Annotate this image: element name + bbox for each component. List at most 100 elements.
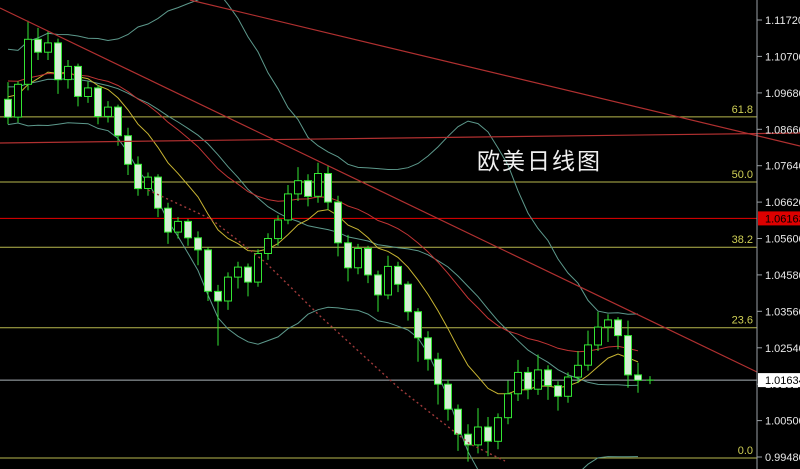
fib-label: 0.0 <box>738 445 753 457</box>
horizontal-levels <box>0 217 757 381</box>
axis-tick-label: 1.05600 <box>765 234 800 246</box>
bear-candle-body <box>334 201 342 244</box>
bear-candle-body <box>214 290 222 302</box>
indicator-lines <box>7 0 639 469</box>
bear-candle-body <box>554 385 562 397</box>
bear-candle-body <box>364 248 372 276</box>
bull-candle-body <box>494 417 502 442</box>
bear-candle-body <box>134 163 142 190</box>
bull-candle-body <box>514 371 522 395</box>
axis-tick-label: 0.99480 <box>765 452 800 464</box>
descending-trendline-upper[interactable] <box>189 0 800 147</box>
axis-tick-label: 1.04580 <box>765 270 800 282</box>
axis-tick-label: 1.07640 <box>765 161 800 173</box>
bear-candle-body <box>114 106 122 137</box>
bear-candle-body <box>324 173 332 203</box>
bear-candle-body <box>244 266 252 283</box>
bear-candle-body <box>164 207 172 233</box>
bear-candle-body <box>524 371 532 390</box>
bear-candle-body <box>424 337 432 360</box>
bear-candle-body <box>484 426 492 442</box>
bear-candle-body <box>184 220 192 239</box>
bull-candle-body <box>224 276 232 302</box>
bear-candle-body <box>194 237 202 251</box>
bull-candle-body <box>574 364 582 378</box>
bear-candle-body <box>124 135 132 165</box>
bull-candle-body <box>64 65 72 81</box>
bull-candle-body <box>564 376 572 397</box>
fib-label: 61.8 <box>732 104 753 116</box>
level-price-badge: 1.06163 <box>758 211 800 226</box>
fib-label: 50.0 <box>732 169 753 181</box>
axis-tick-label: 1.03560 <box>765 306 800 318</box>
bear-candle-body <box>454 408 462 435</box>
bull-candle-body <box>264 238 272 254</box>
axis-tick-label: 1.02540 <box>765 343 800 355</box>
chart-title: 欧美日线图 <box>477 148 602 174</box>
bull-candle-body <box>604 319 612 328</box>
axis-tick-label: 1.08660 <box>765 124 800 136</box>
bear-candle-body <box>444 383 452 410</box>
bear-candle-body <box>74 65 82 97</box>
bear-candle-body <box>434 358 442 385</box>
bull-candle-body <box>144 176 152 190</box>
bear-candle-body <box>34 38 42 53</box>
fibonacci-retracement: 61.8 50.0 38.2 23.6 0.0 <box>0 104 757 459</box>
bull-candle-body <box>14 83 22 118</box>
candles-layer[interactable] <box>4 20 642 462</box>
bollinger-middle-band <box>7 78 639 387</box>
bear-candle-body <box>304 180 312 197</box>
horizontal-channel-line[interactable] <box>0 132 800 144</box>
bear-candle-body <box>344 242 352 269</box>
bull-candle-body <box>294 180 302 195</box>
svg-text:1.06163: 1.06163 <box>765 213 800 225</box>
bear-candle-body <box>204 249 212 292</box>
bear-candle-body <box>154 176 162 209</box>
bull-candle-body <box>594 326 602 346</box>
bear-candle-body <box>634 374 642 381</box>
current-price-badge: 1.01634 <box>758 373 800 388</box>
moving-average-fast-yellow <box>7 71 639 395</box>
bull-candle-body <box>314 173 322 197</box>
dotted-descending-trendline[interactable] <box>147 189 506 462</box>
bull-candle-body <box>504 393 512 419</box>
axis-tick-label: 1.11720 <box>765 15 800 27</box>
bear-candle-body <box>394 265 402 285</box>
fib-label: 38.2 <box>732 234 753 246</box>
price-axis[interactable]: 1.11720 1.10700 1.09680 1.08660 1.07640 1.066… <box>756 0 800 469</box>
bull-candle-body <box>24 38 32 85</box>
bear-candle-body <box>544 369 552 387</box>
bear-candle-body <box>94 87 102 118</box>
bear-candle-body <box>404 283 412 313</box>
bull-candle-body <box>354 248 362 269</box>
fib-label: 23.6 <box>732 315 753 327</box>
bull-candle-body <box>534 369 542 390</box>
axis-tick-label: 1.09680 <box>765 88 800 100</box>
svg-text:1.01634: 1.01634 <box>765 375 800 387</box>
bear-candle-body <box>624 335 632 376</box>
last-price-marker <box>646 376 654 385</box>
bear-candle-body <box>54 42 62 81</box>
moving-average-slow-red <box>7 72 639 353</box>
bull-candle-body <box>254 253 262 283</box>
bull-candle-body <box>384 265 392 296</box>
axis-tick-label: 1.10700 <box>765 51 800 63</box>
bear-candle-body <box>614 319 622 337</box>
bull-candle-body <box>584 344 592 366</box>
bull-candle-body <box>274 219 282 240</box>
axis-tick-label: 1.06620 <box>765 197 800 209</box>
bull-candle-body <box>104 106 112 117</box>
bull-candle-body <box>284 193 292 221</box>
bear-candle-body <box>4 98 12 118</box>
descending-trendline-main[interactable] <box>0 7 758 373</box>
bull-candle-body <box>474 426 482 446</box>
bull-candle-body <box>44 42 52 53</box>
bull-candle-body <box>234 266 242 278</box>
bollinger-upper-band <box>7 0 639 315</box>
bear-candle-body <box>414 311 422 339</box>
bull-candle-body <box>174 220 182 233</box>
